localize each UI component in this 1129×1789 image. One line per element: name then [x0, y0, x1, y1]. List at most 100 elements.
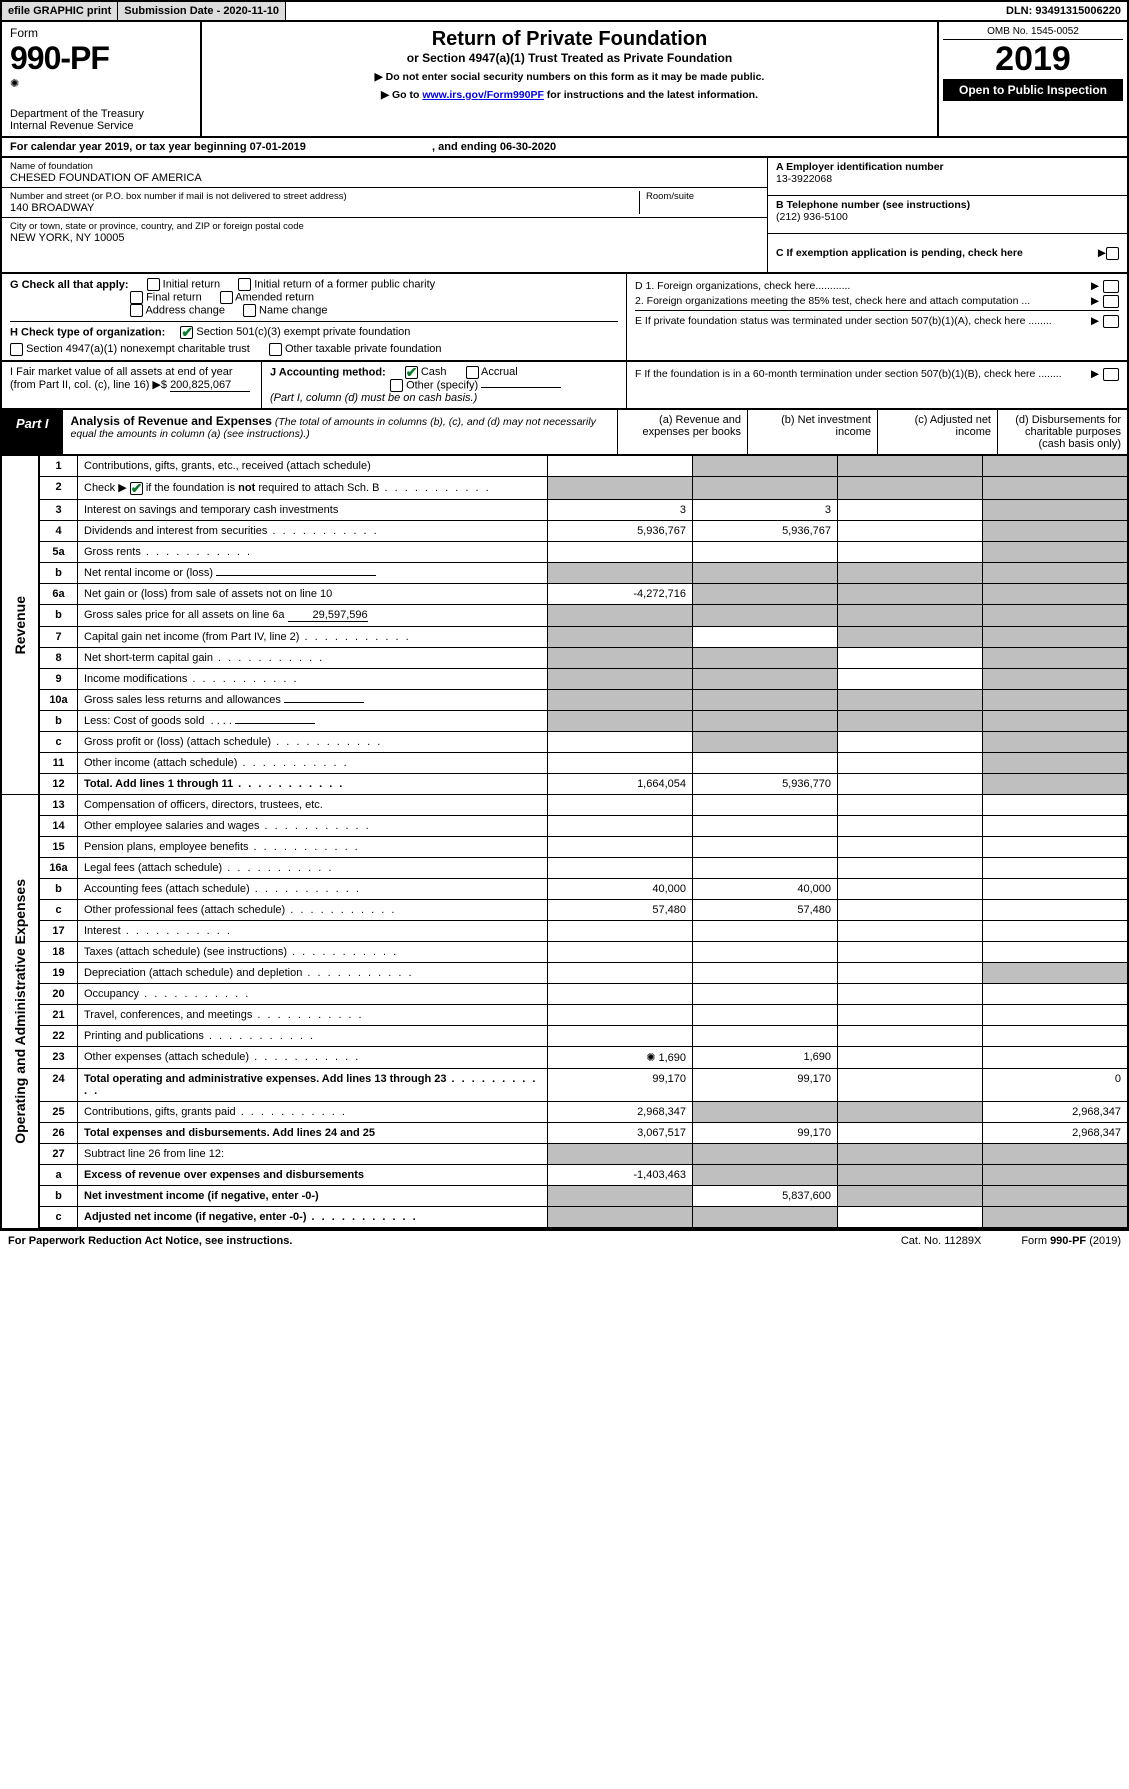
line-desc: Gross sales price for all assets on line…: [78, 605, 548, 627]
line-desc: Other employee salaries and wages: [78, 816, 548, 837]
line-desc: Total expenses and disbursements. Add li…: [78, 1123, 548, 1144]
period-begin: For calendar year 2019, or tax year begi…: [10, 141, 306, 153]
h-other-checkbox[interactable]: [269, 343, 282, 356]
g-initial-pub-checkbox[interactable]: [238, 278, 251, 291]
line-num: 5a: [38, 542, 78, 563]
line-desc: Excess of revenue over expenses and disb…: [78, 1165, 548, 1186]
instructions-link[interactable]: www.irs.gov/Form990PF: [422, 89, 544, 101]
e-checkbox[interactable]: [1103, 315, 1119, 328]
j-accrual-checkbox[interactable]: [466, 366, 479, 379]
line-num: 9: [38, 669, 78, 690]
footer-catno: Cat. No. 11289X: [901, 1235, 982, 1247]
j-other-checkbox[interactable]: [390, 379, 403, 392]
j-other-label: Other (specify): [406, 379, 478, 391]
cell-value: 57,480: [548, 900, 693, 921]
h-4947-checkbox[interactable]: [10, 343, 23, 356]
cell-value: 99,170: [693, 1069, 838, 1102]
footer-formref: Form 990-PF (2019): [1021, 1235, 1121, 1247]
line-desc: Contributions, gifts, grants, etc., rece…: [78, 456, 548, 477]
masthead: Form 990-PF ✺ Department of the Treasury…: [0, 22, 1129, 138]
cell-value: 3,067,517: [548, 1123, 693, 1144]
period-end: , and ending 06-30-2020: [432, 141, 556, 153]
arrow-icon: ▶: [1087, 315, 1103, 328]
g-name-checkbox[interactable]: [243, 304, 256, 317]
cell-value: 3: [693, 500, 838, 521]
name-label: Name of foundation: [10, 161, 759, 172]
cell-value: 40,000: [693, 879, 838, 900]
h-501c3-checkbox[interactable]: [180, 326, 193, 339]
line-desc: Accounting fees (attach schedule): [78, 879, 548, 900]
part1-title: Analysis of Revenue and Expenses: [71, 414, 272, 428]
line-desc: Net investment income (if negative, ente…: [78, 1186, 548, 1207]
g-initial-label: Initial return: [163, 278, 220, 290]
line-num: 19: [38, 963, 78, 984]
c-checkbox[interactable]: [1106, 247, 1119, 260]
tax-year: 2019: [943, 40, 1123, 79]
line-num: b: [38, 879, 78, 900]
g-final-checkbox[interactable]: [130, 291, 143, 304]
h-501c3-label: Section 501(c)(3) exempt private foundat…: [196, 326, 410, 338]
d2-checkbox[interactable]: [1103, 295, 1119, 308]
e-label: E If private foundation status was termi…: [635, 315, 1087, 328]
cell-value: 57,480: [693, 900, 838, 921]
j-cash-checkbox[interactable]: [405, 366, 418, 379]
line-num: 7: [38, 627, 78, 648]
col-b-header: (b) Net investment income: [747, 410, 877, 454]
col-d-header: (d) Disbursements for charitable purpose…: [997, 410, 1127, 454]
telephone: (212) 936-5100: [776, 211, 1119, 223]
line-num: 10a: [38, 690, 78, 711]
line-desc: Total. Add lines 1 through 11: [78, 774, 548, 795]
line-desc: Legal fees (attach schedule): [78, 858, 548, 879]
cell-value: 2,968,347: [548, 1102, 693, 1123]
line-num: 23: [38, 1047, 78, 1069]
line-num: 6a: [38, 584, 78, 605]
g-amended-label: Amended return: [235, 291, 314, 303]
room-label: Room/suite: [646, 191, 759, 202]
g-addr-checkbox[interactable]: [130, 304, 143, 317]
attachment-icon[interactable]: ✺: [646, 1052, 655, 1064]
line-num: 4: [38, 521, 78, 542]
line-desc: Gross sales less returns and allowances: [78, 690, 548, 711]
line-num: 13: [38, 795, 78, 816]
d1-checkbox[interactable]: [1103, 280, 1119, 293]
omb-number: OMB No. 1545-0052: [943, 24, 1123, 40]
line-num: c: [38, 732, 78, 753]
dln: DLN: 93491315006220: [1000, 2, 1127, 20]
g-amended-checkbox[interactable]: [220, 291, 233, 304]
line-num: 17: [38, 921, 78, 942]
arrow-icon: ▶: [1087, 280, 1103, 293]
line-num: c: [38, 1207, 78, 1228]
ein: 13-3922068: [776, 173, 1119, 185]
line-num: 12: [38, 774, 78, 795]
line-num: 16a: [38, 858, 78, 879]
g-final-label: Final return: [146, 291, 202, 303]
line-desc: Depreciation (attach schedule) and deple…: [78, 963, 548, 984]
line-num: 21: [38, 1005, 78, 1026]
line-desc: Net rental income or (loss): [78, 563, 548, 584]
cell-value: ✺ 1,690: [548, 1047, 693, 1069]
open-to-public: Open to Public Inspection: [943, 79, 1123, 101]
j-cash-label: Cash: [421, 366, 447, 378]
cell-value: 1,690: [693, 1047, 838, 1069]
j-label: J Accounting method:: [270, 366, 386, 378]
expenses-side-label: Operating and Administrative Expenses: [12, 879, 28, 1144]
line-desc: Other expenses (attach schedule): [78, 1047, 548, 1069]
f-checkbox[interactable]: [1103, 368, 1119, 381]
line-desc: Check ▶ if the foundation is not require…: [78, 477, 548, 500]
line-desc: Net short-term capital gain: [78, 648, 548, 669]
line-desc: Other income (attach schedule): [78, 753, 548, 774]
tip2-pre: ▶ Go to: [381, 89, 422, 101]
form-title: Return of Private Foundation: [210, 28, 929, 51]
g-initial-checkbox[interactable]: [147, 278, 160, 291]
cell-value: -1,403,463: [548, 1165, 693, 1186]
h-label: H Check type of organization:: [10, 326, 165, 338]
cell-value: 5,936,770: [693, 774, 838, 795]
line-desc: Less: Cost of goods sold . . . .: [78, 711, 548, 732]
form-subtitle: or Section 4947(a)(1) Trust Treated as P…: [210, 51, 929, 65]
cell-value: 1,664,054: [548, 774, 693, 795]
line-desc: Printing and publications: [78, 1026, 548, 1047]
efile-button[interactable]: efile GRAPHIC print: [2, 2, 118, 20]
col-a-header: (a) Revenue and expenses per books: [617, 410, 747, 454]
g-name-label: Name change: [259, 304, 328, 316]
schb-checkbox[interactable]: [130, 482, 143, 495]
